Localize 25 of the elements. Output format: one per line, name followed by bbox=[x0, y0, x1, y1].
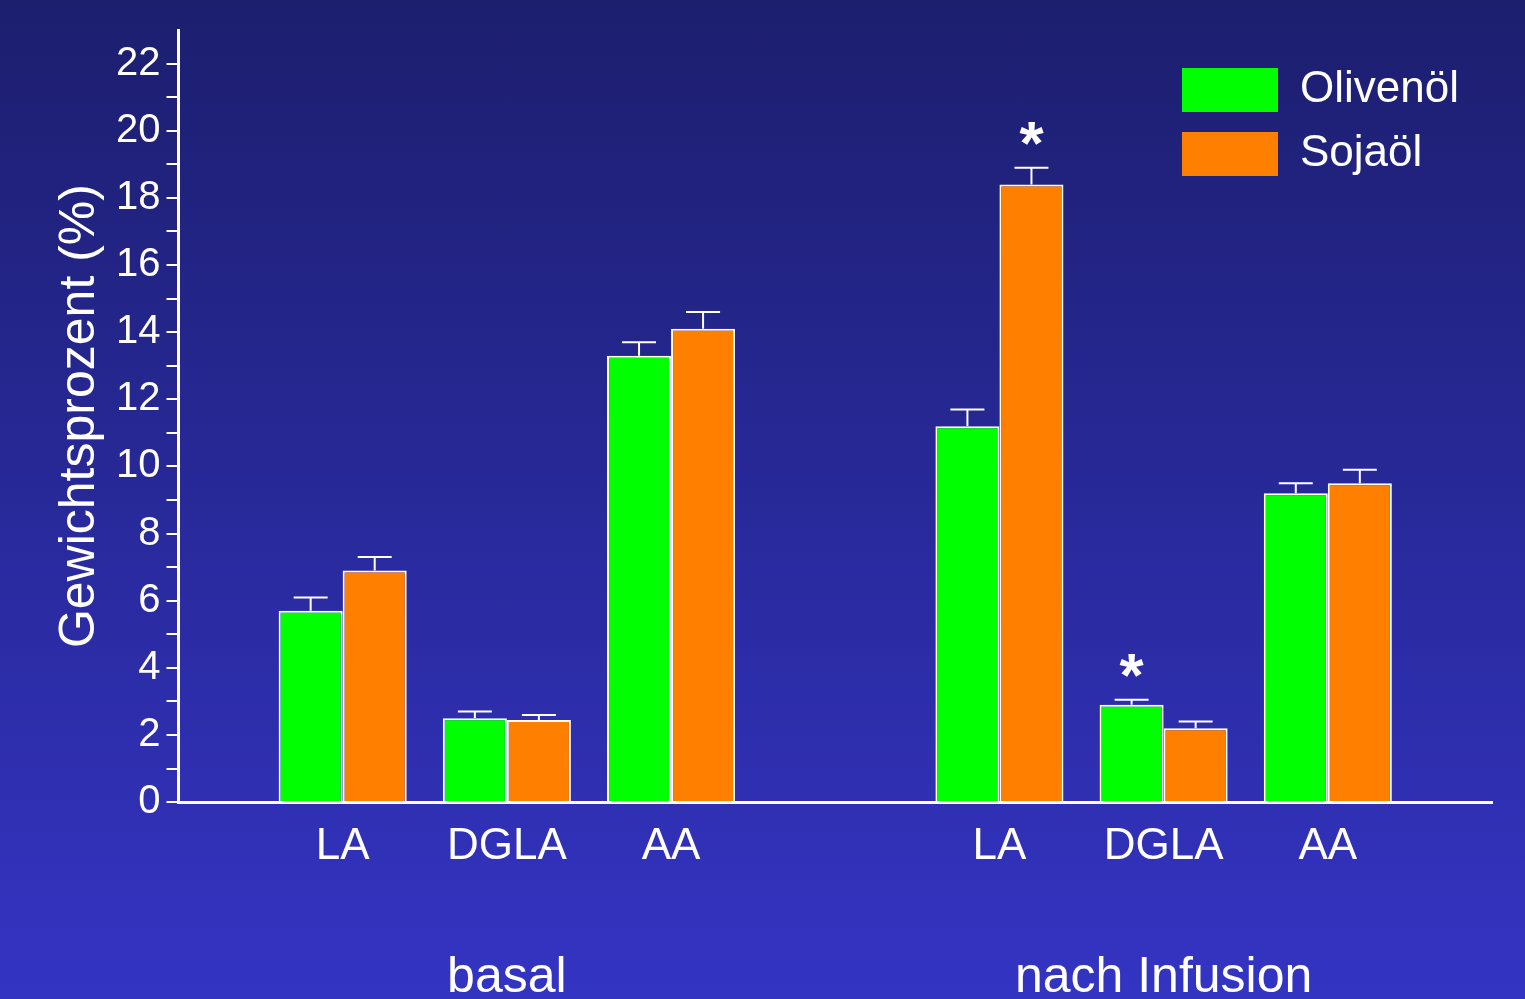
y-tick-label: 4 bbox=[138, 642, 161, 687]
legend-label: Olivenöl bbox=[1300, 62, 1459, 112]
x-tick-label: DGLA bbox=[446, 818, 568, 868]
y-tick-label: 14 bbox=[115, 307, 161, 352]
x-tick-label: LA bbox=[972, 818, 1027, 868]
y-axis-title: Gewichtsprozent (%) bbox=[48, 184, 105, 649]
y-tick-label: 10 bbox=[115, 441, 161, 486]
x-tick-label: LA bbox=[315, 818, 371, 868]
y-tick-label: 2 bbox=[138, 710, 161, 755]
data-label: * bbox=[1019, 107, 1045, 177]
y-tick-label: 18 bbox=[115, 172, 161, 217]
y-tick-label: 0 bbox=[138, 777, 161, 822]
legend-label: Sojaöl bbox=[1300, 126, 1423, 176]
y-tick-label: 16 bbox=[115, 240, 161, 285]
data-label: * bbox=[1119, 639, 1145, 709]
x-tick-label: AA bbox=[641, 818, 702, 868]
y-tick-label: 22 bbox=[115, 38, 161, 83]
x-tick-label: AA bbox=[1298, 818, 1358, 868]
y-tick-label: 20 bbox=[115, 105, 161, 150]
text: nach Infusion bbox=[1014, 947, 1313, 999]
text: basal bbox=[447, 947, 567, 999]
x-tick-label: DGLA bbox=[1103, 818, 1225, 868]
y-tick-label: 8 bbox=[138, 508, 161, 553]
y-tick-label: 6 bbox=[138, 575, 161, 620]
y-tick-label: 12 bbox=[115, 374, 161, 419]
